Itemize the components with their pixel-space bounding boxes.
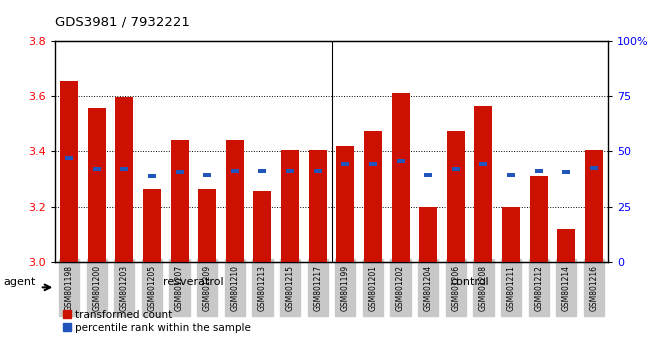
Bar <box>447 131 465 262</box>
Bar <box>231 169 239 173</box>
Bar <box>198 189 216 262</box>
Bar <box>259 169 266 173</box>
Bar <box>452 167 460 171</box>
Bar <box>226 140 244 262</box>
Bar <box>391 93 410 262</box>
Bar <box>557 229 575 262</box>
Bar <box>562 170 570 174</box>
Text: control: control <box>450 277 489 287</box>
Bar <box>590 166 598 170</box>
Text: GDS3981 / 7932221: GDS3981 / 7932221 <box>55 16 190 29</box>
Bar <box>424 173 432 177</box>
Bar <box>120 167 128 171</box>
Bar <box>341 162 349 166</box>
Bar <box>254 192 272 262</box>
Bar <box>507 173 515 177</box>
Bar <box>336 146 354 262</box>
Text: resveratrol: resveratrol <box>163 277 224 287</box>
Legend: transformed count, percentile rank within the sample: transformed count, percentile rank withi… <box>60 308 253 335</box>
Bar <box>364 131 382 262</box>
Bar <box>170 140 188 262</box>
Bar <box>369 162 377 166</box>
Bar <box>309 150 327 262</box>
Bar <box>530 176 548 262</box>
Bar <box>148 174 156 178</box>
Bar <box>203 173 211 177</box>
Bar <box>281 150 299 262</box>
Bar <box>585 150 603 262</box>
Bar <box>65 156 73 160</box>
Bar <box>535 169 543 173</box>
Bar <box>176 170 183 174</box>
Text: agent: agent <box>3 277 36 287</box>
Bar <box>115 97 133 262</box>
Bar <box>396 159 404 163</box>
Bar <box>474 106 493 262</box>
Bar <box>93 167 101 171</box>
Bar <box>314 169 322 173</box>
Bar <box>419 207 437 262</box>
Bar <box>286 169 294 173</box>
Bar <box>60 81 78 262</box>
Bar <box>143 189 161 262</box>
Bar <box>480 162 488 166</box>
Bar <box>88 108 106 262</box>
Bar <box>502 207 520 262</box>
